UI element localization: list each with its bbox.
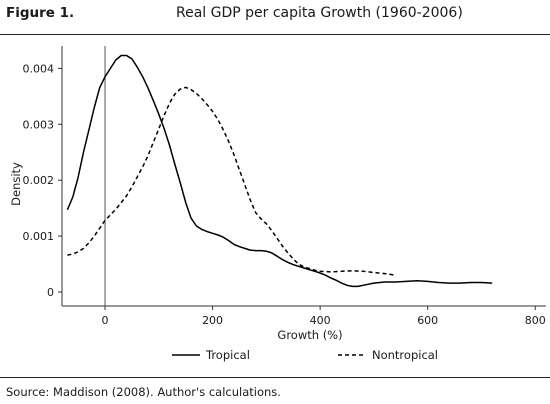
y-tick-label: 0.002 [23,174,55,187]
x-tick-label: 400 [310,314,331,327]
bottom-rule [0,377,550,378]
x-tick-label: 0 [102,314,109,327]
plot-frame [61,46,546,307]
legend: Tropical Nontropical [172,348,438,362]
series-lines [66,54,493,288]
x-tick-label: 800 [525,314,546,327]
y-axis-ticks: 0 0.001 0.002 0.003 0.004 [23,62,62,299]
y-axis-label: Density [9,162,23,206]
series-line-nontropical [67,86,396,276]
figure-label: Figure 1. [6,5,75,21]
x-tick-label: 200 [202,314,223,327]
y-tick-label: 0 [47,286,54,299]
series-line-tropical [66,54,493,288]
y-tick-label: 0.003 [23,118,55,131]
y-tick-label: 0.004 [23,62,55,75]
legend-label-nontropical: Nontropical [372,348,438,362]
legend-label-tropical: Tropical [205,348,250,362]
x-axis-label: Growth (%) [277,328,342,342]
figure-title: Real GDP per capita Growth (1960-2006) [176,5,463,21]
x-tick-label: 600 [417,314,438,327]
density-chart: 0 200 400 600 800 0 0.001 0.002 0.003 0.004 Grow… [9,46,546,362]
source-note: Source: Maddison (2008). Author's calcul… [6,385,281,399]
x-axis-ticks: 0 200 400 600 800 [102,306,546,327]
y-tick-label: 0.001 [23,230,55,243]
top-rule [0,34,550,35]
